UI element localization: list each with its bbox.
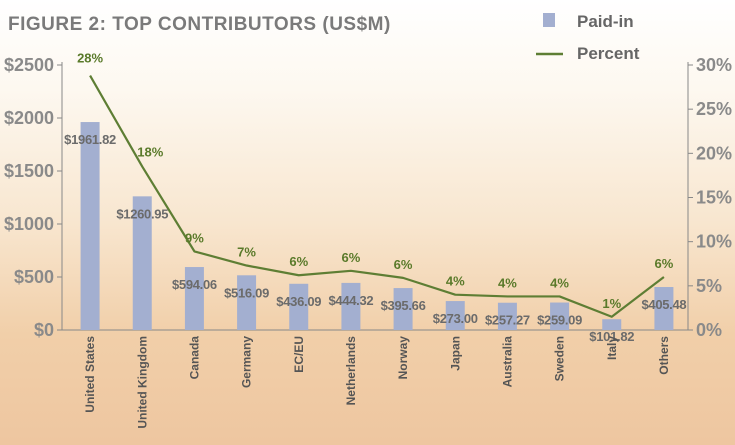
percent-value-label: 6% (289, 254, 308, 269)
percent-value-label: 4% (498, 275, 517, 290)
percent-value-label: 6% (394, 257, 413, 272)
bar-japan (445, 301, 465, 330)
percent-value-label: 9% (185, 230, 204, 245)
y-right-tick-label: 20% (696, 143, 732, 163)
percent-value-label: 18% (137, 145, 163, 160)
bar-value-label: $1961.82 (64, 132, 116, 147)
percent-value-label: 1% (602, 296, 621, 311)
y-left-tick-label: $1500 (4, 161, 54, 181)
bar-italy (602, 319, 622, 330)
legend-label-percent: Percent (577, 44, 640, 63)
x-tick-label: Norway (396, 336, 410, 380)
data-labels: $1961.82 $1260.95 $594.06 $516.09 $436.09 $44… (64, 51, 687, 345)
x-tick-label: United Kingdom (135, 336, 149, 429)
bar-value-label: $594.06 (172, 277, 217, 292)
x-tick-label: Australia (500, 336, 514, 388)
bar-united-states (80, 122, 100, 330)
x-tick-label: Netherlands (344, 336, 358, 406)
bar-value-label: $444.32 (328, 293, 373, 308)
y-right-tick-label: 0% (696, 320, 722, 340)
bar-canada (184, 267, 204, 330)
x-tick-label: EC/EU (292, 336, 306, 373)
y-right-tick-label: 10% (696, 232, 732, 252)
y-left-tick-label: $0 (34, 320, 54, 340)
x-tick-label: Germany (240, 336, 254, 388)
bar-sweden (550, 302, 570, 330)
percent-line-layer (89, 75, 665, 318)
bar-germany (237, 275, 257, 330)
x-tick-label: Italy (605, 336, 619, 360)
bar-value-label: $257.27 (485, 313, 530, 328)
bar-australia (497, 302, 517, 330)
chart-title: FIGURE 2: TOP CONTRIBUTORS (US$M) (8, 14, 391, 35)
y-right-tick-label: 5% (696, 276, 722, 296)
legend: Paid-in Percent (536, 12, 640, 63)
bar-value-label: $259.09 (537, 313, 582, 328)
x-tick-label: Sweden (553, 336, 567, 381)
bar-norway (393, 288, 413, 330)
x-tick-label: Canada (187, 336, 201, 380)
percent-value-label: 4% (446, 274, 465, 289)
legend-swatch-paid-in (543, 13, 555, 27)
y-left-tick-label: $2000 (4, 108, 54, 128)
bar-value-label: $101.82 (589, 329, 634, 344)
y-left-tick-label: $500 (14, 267, 54, 287)
bar-ec-eu (289, 283, 309, 330)
y-left-tick-label: $2500 (4, 55, 54, 75)
bar-value-label: $395.66 (381, 298, 426, 313)
y-right-tick-label: 15% (696, 188, 732, 208)
y-right-tick-label: 30% (696, 55, 732, 75)
bar-value-label: $436.09 (276, 294, 321, 309)
bar-value-label: $405.48 (641, 297, 686, 312)
x-axis-ticks: United States United Kingdom Canada Germany… (83, 336, 671, 429)
x-tick-label: United States (83, 336, 97, 413)
x-tick-label: Japan (448, 336, 462, 371)
bars (80, 122, 674, 330)
bar-others (654, 287, 674, 330)
percent-value-label: 7% (237, 245, 256, 260)
percent-line (89, 75, 665, 318)
y-left-tick-label: $1000 (4, 214, 54, 234)
percent-value-label: 6% (342, 250, 361, 265)
axes: $0 $500 $1000 $1500 $2000 $2500 0% 5% 10% 15% 20% 2… (4, 55, 732, 340)
x-tick-label: Others (657, 336, 671, 375)
percent-value-label: 4% (550, 275, 569, 290)
y-right-tick-label: 25% (696, 99, 732, 119)
bar-value-label: $1260.95 (116, 206, 168, 221)
percent-value-label: 6% (655, 256, 674, 271)
percent-value-label: 28% (77, 51, 103, 66)
bar-value-label: $516.09 (224, 285, 269, 300)
legend-label-paid-in: Paid-in (577, 12, 634, 31)
bar-netherlands (341, 282, 361, 330)
bar-value-label: $273.00 (433, 311, 478, 326)
bar-united-kingdom (132, 196, 152, 330)
